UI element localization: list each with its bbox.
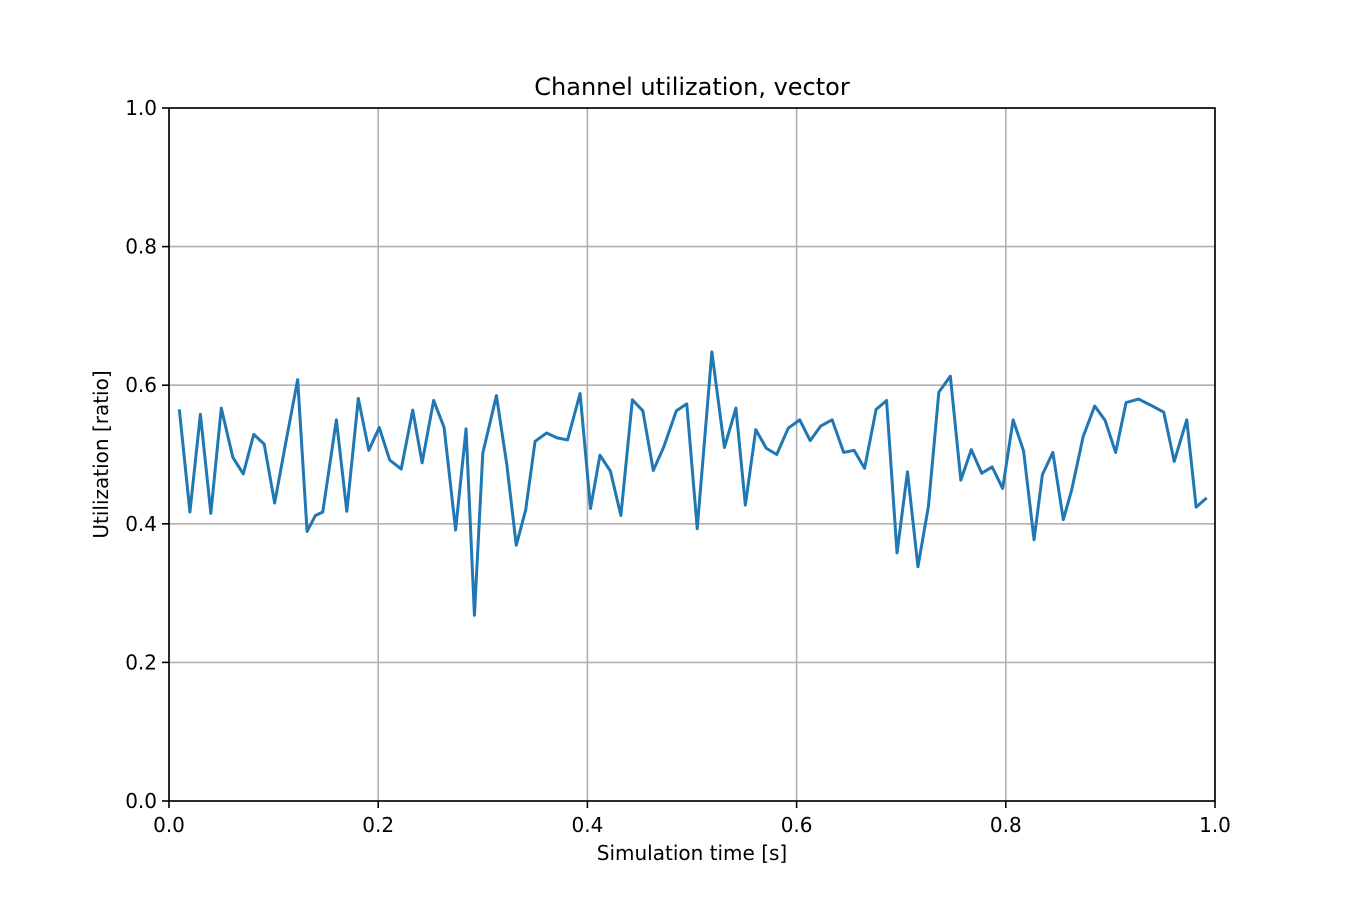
x-tick-label: 0.6 bbox=[781, 813, 813, 837]
x-tick-label: 0.8 bbox=[990, 813, 1022, 837]
y-axis-label: Utilization [ratio] bbox=[89, 370, 113, 538]
y-tick-label: 0.8 bbox=[125, 235, 157, 259]
x-tick-label: 0.0 bbox=[153, 813, 185, 837]
chart-title: Channel utilization, vector bbox=[534, 73, 850, 101]
x-axis-label: Simulation time [s] bbox=[597, 841, 787, 865]
x-tick-label: 0.4 bbox=[571, 813, 603, 837]
y-tick-label: 0.0 bbox=[125, 789, 157, 813]
y-tick-label: 0.2 bbox=[125, 650, 157, 674]
y-tick-label: 0.4 bbox=[125, 512, 157, 536]
y-tick-label: 0.6 bbox=[125, 373, 157, 397]
x-tick-label: 1.0 bbox=[1199, 813, 1231, 837]
x-tick-label: 0.2 bbox=[362, 813, 394, 837]
y-tick-label: 1.0 bbox=[125, 96, 157, 120]
